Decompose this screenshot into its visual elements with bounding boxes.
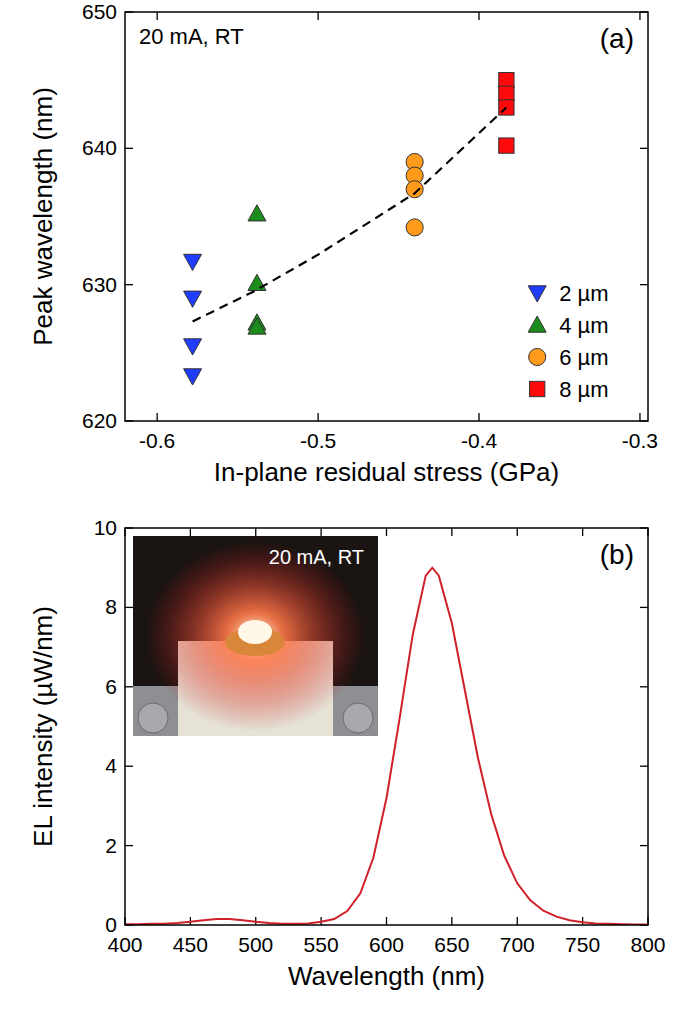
point (184, 369, 202, 385)
x-tick-label: 400 (107, 933, 142, 956)
y-tick-label: 8 (105, 595, 117, 618)
legend-marker (528, 286, 546, 302)
photo-led-light (238, 620, 272, 644)
point (406, 181, 423, 198)
point (499, 73, 514, 88)
photo-screw (138, 703, 168, 733)
x-tick-label: 500 (238, 933, 273, 956)
y-tick-label: 2 (105, 834, 117, 857)
y-tick-label: 0 (105, 913, 117, 936)
y-tick-label: 10 (94, 516, 117, 539)
y-axis-title: Peak wavelength (nm) (28, 87, 58, 346)
x-tick (386, 917, 387, 925)
y-tick (125, 148, 133, 149)
x-tick (157, 12, 158, 20)
y-tick (640, 284, 648, 285)
condition-label: 20 mA, RT (139, 24, 244, 49)
legend-label: 8 µm (559, 377, 608, 402)
point (499, 86, 514, 101)
x-tick-label: 800 (630, 933, 665, 956)
figure: -0.6-0.5-0.4-0.3620630640650In-plane res… (0, 0, 675, 1012)
y-tick (640, 148, 648, 149)
photo-glow (145, 541, 365, 731)
x-tick-label: 700 (500, 933, 535, 956)
y-axis-title: EL intensity (µW/nm) (28, 606, 58, 847)
point (184, 291, 202, 307)
panel: 400 450 500 550 600 650 700 750 800 0 2 4 6 8 10 Wavele… (28, 516, 666, 991)
photo-background (133, 536, 378, 736)
x-tick (517, 917, 518, 925)
legend-marker (530, 381, 545, 396)
point (248, 274, 266, 290)
x-tick-label: -0.6 (139, 429, 175, 452)
inset-label: 20 mA, RT (269, 546, 364, 568)
x-tick (639, 413, 640, 421)
y-tick (125, 686, 133, 687)
x-tick (320, 528, 321, 536)
y-tick-label: 6 (105, 675, 117, 698)
x-tick (386, 528, 387, 536)
x-tick (517, 528, 518, 536)
fit-line (193, 107, 507, 321)
panel-letter: (b) (600, 539, 634, 570)
x-tick-label: 650 (434, 933, 469, 956)
legend-label: 4 µm (559, 313, 608, 338)
y-tick-label: 630 (82, 273, 117, 296)
x-tick (157, 413, 158, 421)
legend-marker (529, 348, 546, 365)
x-tick (582, 528, 583, 536)
x-tick-label: -0.4 (461, 429, 498, 452)
marks (184, 73, 514, 385)
x-tick (190, 528, 191, 536)
x-tick (451, 528, 452, 536)
x-axis-title: Wavelength (nm) (288, 961, 485, 991)
y-tick (640, 766, 648, 767)
x-tick-label: -0.3 (622, 429, 658, 452)
panel-letter: (a) (600, 23, 634, 54)
y-tick-label: 640 (82, 136, 117, 159)
plot-frame (125, 12, 648, 421)
point (248, 205, 266, 221)
x-tick-label: 450 (173, 933, 208, 956)
photo-screw (343, 703, 373, 733)
point (248, 318, 266, 334)
x-tick (255, 528, 256, 536)
x-tick (478, 12, 479, 20)
y-tick-label: 4 (105, 754, 117, 777)
y-tick (125, 284, 133, 285)
x-tick-label: 550 (304, 933, 339, 956)
x-tick-label: 750 (565, 933, 600, 956)
x-tick-label: -0.5 (300, 429, 336, 452)
y-tick (125, 845, 133, 846)
y-tick (640, 607, 648, 608)
x-tick-label: 600 (369, 933, 404, 956)
inset-photo: 20 mA, RT (133, 536, 378, 736)
y-tick (125, 766, 133, 767)
plot-frame (125, 528, 648, 925)
point (406, 219, 423, 236)
y-tick (640, 686, 648, 687)
y-tick-label: 620 (82, 409, 117, 432)
point (499, 138, 514, 153)
x-axis-title: In-plane residual stress (GPa) (214, 457, 559, 487)
legend-label: 2 µm (559, 281, 608, 306)
x-tick (451, 917, 452, 925)
point (184, 339, 202, 355)
panel: -0.6 -0.5 -0.4 -0.3 620 630 640 650 In-plane res… (28, 0, 658, 487)
x-tick (317, 413, 318, 421)
y-tick (125, 607, 133, 608)
point (184, 254, 202, 270)
legend: 2 µm 4 µm 6 µm 8 µm (528, 281, 608, 402)
y-tick-label: 650 (82, 0, 117, 23)
y-tick (640, 845, 648, 846)
x-tick (582, 917, 583, 925)
legend-marker (528, 316, 546, 332)
x-tick (317, 12, 318, 20)
x-tick (478, 413, 479, 421)
x-tick (639, 12, 640, 20)
legend-label: 6 µm (559, 345, 608, 370)
